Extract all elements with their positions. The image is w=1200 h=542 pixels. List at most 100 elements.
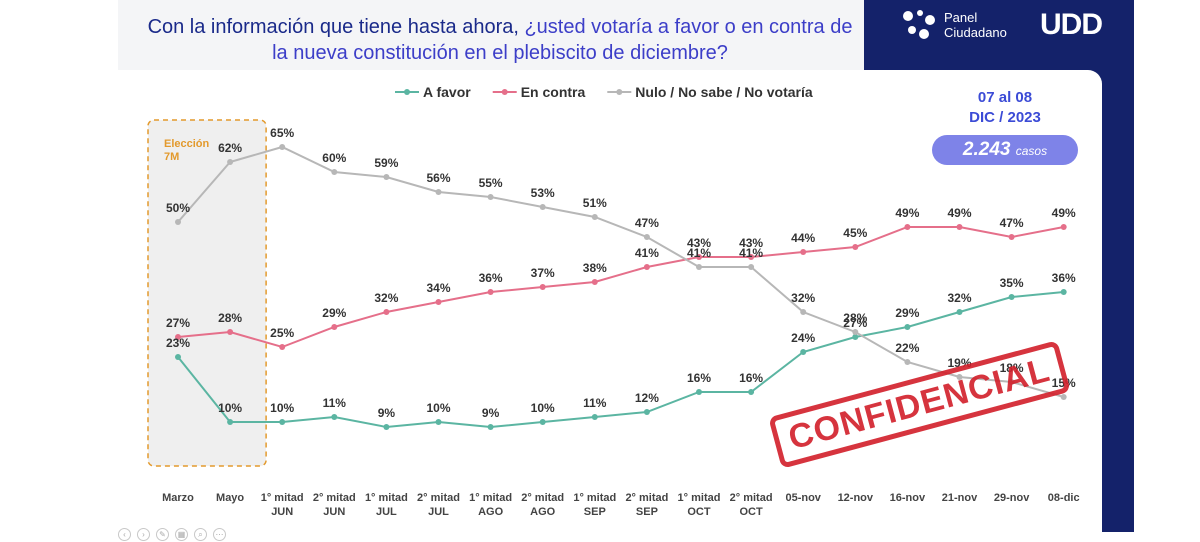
x-tick-label-16-0: 29-nov bbox=[994, 492, 1030, 504]
series-line-1 bbox=[177, 226, 1064, 349]
data-label-2-5: 56% bbox=[426, 171, 450, 185]
logo-text: Panel Ciudadano bbox=[944, 10, 1007, 40]
data-point-1-3 bbox=[331, 324, 338, 330]
x-tick-label-4-0: 1° mitad bbox=[365, 492, 408, 504]
udd-logo: UDD bbox=[1040, 8, 1103, 41]
data-label-0-4: 9% bbox=[378, 406, 396, 420]
data-label-2-4: 59% bbox=[374, 156, 398, 170]
data-point-0-13 bbox=[852, 334, 859, 340]
series-line-0 bbox=[177, 291, 1064, 429]
legend-marker-2 bbox=[616, 89, 623, 95]
slide-toolbar: ‹ › ✎ ▦ ⌕ ⋯ bbox=[118, 528, 226, 542]
data-label-0-6: 9% bbox=[482, 406, 500, 420]
x-tick-label-10-0: 1° mitad bbox=[678, 492, 721, 504]
data-point-2-14 bbox=[904, 359, 911, 365]
x-tick-label-2-1: JUN bbox=[271, 506, 293, 518]
x-tick-label-12-0: 05-nov bbox=[785, 492, 821, 504]
data-point-2-10 bbox=[696, 264, 702, 270]
data-label-2-3: 60% bbox=[322, 151, 346, 165]
data-label-0-14: 29% bbox=[895, 306, 919, 320]
data-point-1-7 bbox=[539, 284, 546, 290]
x-tick-label-8-0: 1° mitad bbox=[573, 492, 616, 504]
data-point-0-8 bbox=[591, 414, 598, 420]
data-point-1-17 bbox=[1060, 224, 1067, 230]
data-point-2-11 bbox=[748, 264, 755, 270]
legend-label-0: A favor bbox=[423, 84, 471, 100]
data-label-2-16: 18% bbox=[1000, 361, 1024, 375]
data-point-0-1 bbox=[227, 419, 234, 425]
data-point-2-0 bbox=[175, 219, 181, 225]
data-label-0-10: 16% bbox=[687, 371, 711, 385]
x-tick-label-14-0: 16-nov bbox=[890, 492, 926, 504]
zoom-icon[interactable]: ⌕ bbox=[194, 528, 207, 541]
data-label-0-5: 10% bbox=[426, 401, 450, 415]
x-tick-label-5-1: JUL bbox=[428, 506, 449, 518]
left-margin bbox=[0, 0, 118, 542]
x-tick-label-6-1: AGO bbox=[478, 506, 504, 518]
data-point-2-15 bbox=[956, 374, 963, 380]
x-tick-label-15-0: 21-nov bbox=[942, 492, 978, 504]
data-label-0-12: 24% bbox=[791, 331, 815, 345]
logo-line-2: Ciudadano bbox=[944, 25, 1007, 40]
x-tick-label-0-0: Marzo bbox=[162, 492, 194, 504]
data-point-2-4 bbox=[383, 174, 390, 180]
data-label-2-14: 22% bbox=[895, 341, 919, 355]
data-label-0-2: 10% bbox=[270, 401, 294, 415]
data-label-2-1: 62% bbox=[218, 141, 242, 155]
data-label-1-6: 36% bbox=[479, 271, 503, 285]
data-point-2-8 bbox=[591, 214, 598, 220]
data-label-1-12: 44% bbox=[791, 231, 815, 245]
data-point-0-5 bbox=[435, 419, 442, 425]
cases-badge: 2.243 casos bbox=[932, 135, 1078, 165]
x-tick-label-3-1: JUN bbox=[323, 506, 345, 518]
data-point-1-8 bbox=[591, 279, 598, 285]
data-label-1-1: 28% bbox=[218, 311, 242, 325]
data-point-2-9 bbox=[643, 234, 650, 240]
pen-icon[interactable]: ✎ bbox=[156, 528, 169, 541]
series-line-2 bbox=[177, 145, 1064, 398]
data-point-1-10 bbox=[696, 254, 702, 260]
x-tick-label-8-1: SEP bbox=[584, 506, 606, 518]
next-icon[interactable]: › bbox=[137, 528, 150, 541]
data-point-1-1 bbox=[227, 329, 234, 335]
data-label-1-16: 47% bbox=[1000, 216, 1024, 230]
data-point-1-2 bbox=[279, 344, 286, 350]
data-label-1-8: 38% bbox=[583, 261, 607, 275]
data-point-0-7 bbox=[539, 419, 546, 425]
data-point-1-0 bbox=[175, 334, 181, 340]
data-label-1-3: 29% bbox=[322, 306, 346, 320]
x-tick-label-7-0: 2° mitad bbox=[521, 492, 564, 504]
election-annotation-box bbox=[147, 119, 267, 467]
data-point-0-11 bbox=[748, 389, 755, 395]
data-point-2-5 bbox=[435, 189, 442, 195]
more-icon[interactable]: ⋯ bbox=[213, 528, 226, 541]
x-tick-label-13-0: 12-nov bbox=[838, 492, 874, 504]
grid-icon[interactable]: ▦ bbox=[175, 528, 188, 541]
prev-icon[interactable]: ‹ bbox=[118, 528, 131, 541]
right-margin bbox=[1134, 0, 1200, 542]
data-label-1-7: 37% bbox=[531, 266, 555, 280]
data-label-1-15: 49% bbox=[947, 206, 971, 220]
data-point-0-4 bbox=[383, 424, 390, 430]
data-point-1-6 bbox=[487, 289, 494, 295]
data-label-0-0: 23% bbox=[166, 336, 190, 350]
cases-value: 2.243 bbox=[962, 139, 1011, 160]
logo: Panel Ciudadano UDD bbox=[900, 8, 1120, 46]
data-point-2-7 bbox=[539, 204, 546, 210]
data-label-2-7: 53% bbox=[531, 186, 555, 200]
data-point-1-9 bbox=[643, 264, 650, 270]
data-label-2-9: 47% bbox=[635, 216, 659, 230]
x-tick-label-11-0: 2° mitad bbox=[730, 492, 773, 504]
data-label-2-17: 15% bbox=[1052, 376, 1076, 390]
data-point-0-2 bbox=[279, 419, 286, 425]
x-tick-label-5-0: 2° mitad bbox=[417, 492, 460, 504]
x-tick-label-4-1: JUL bbox=[376, 506, 397, 518]
legend-marker-0 bbox=[404, 89, 410, 95]
legend-marker-1 bbox=[501, 89, 508, 95]
data-label-0-8: 11% bbox=[583, 396, 607, 410]
data-label-1-4: 32% bbox=[374, 291, 398, 305]
data-point-1-15 bbox=[956, 224, 963, 230]
election-annotation-line-2: 7M bbox=[164, 151, 179, 163]
data-label-0-7: 10% bbox=[531, 401, 555, 415]
